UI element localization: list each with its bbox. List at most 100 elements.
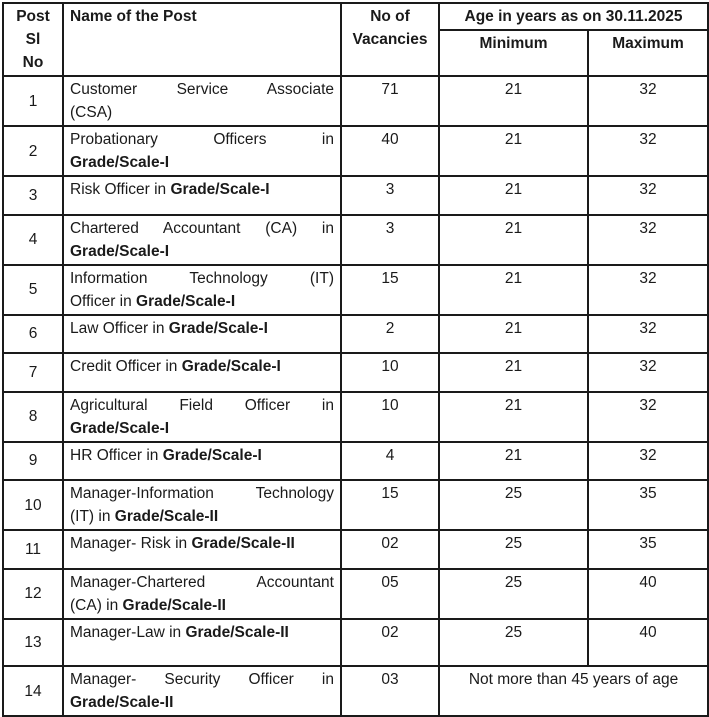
post-name-segment: Grade/Scale-I [136, 292, 236, 310]
header-minimum: Minimum [438, 29, 589, 77]
post-name-segment: Grade/Scale-I [168, 319, 268, 337]
post-name-segment: Law Officer in [70, 319, 169, 337]
vacancies-cell: 10 [340, 390, 440, 443]
post-name-segment: Grade/Scale-II [185, 623, 289, 641]
post-name-segment: (IT) in [70, 508, 115, 525]
post-name-segment: Grade/Scale-I [70, 154, 170, 171]
post-name-segment: Grade/Scale-II [122, 596, 226, 614]
post-name-line: Officer in Grade/Scale-I [70, 290, 334, 313]
header-name-of-post: Name of the Post [62, 2, 342, 77]
header-age-span: Age in years as on 30.11.2025 [438, 1, 709, 32]
header-post-sl-no-line: No [22, 54, 44, 71]
header-no-of-vacancies: No of Vacancies [340, 2, 440, 77]
post-name-segment: (CA) in [70, 596, 123, 614]
age-minimum-cell: 21 [438, 175, 589, 216]
post-name-line: Manager-Information Technology [70, 482, 334, 505]
age-minimum-cell: 21 [438, 352, 589, 393]
post-name-line: Probationary Officers in [70, 128, 334, 151]
post-name-cell: Manager-Chartered Accountant (CA) in Grad… [62, 567, 342, 620]
table-row: 7 Credit Officer in Grade/Scale-I 10 21 32 [2, 352, 709, 393]
age-maximum-cell: 32 [587, 352, 709, 393]
vacancies-cell: 3 [340, 213, 440, 266]
post-name-line: Customer Service Associate [70, 78, 334, 101]
post-sl-no-cell: 9 [2, 440, 64, 481]
header-row-1: Post Sl No Name of the Post No of Vacanc… [2, 1, 709, 77]
post-name-segment: Grade/Scale-II [191, 535, 295, 552]
post-name-segment: Information Technology (IT) [70, 269, 334, 287]
post-name-segment: Customer Service Associate [70, 81, 334, 98]
post-name-segment: Credit Officer in [70, 358, 182, 375]
age-minimum-cell: 21 [438, 75, 589, 127]
post-name-cell: Information Technology (IT) Officer in Gr… [62, 263, 342, 316]
post-name-segment: Manager-Chartered Accountant [70, 573, 334, 591]
age-maximum-cell: 32 [587, 125, 709, 177]
vacancies-cell: 4 [340, 440, 440, 481]
post-name-cell: Manager- Risk in Grade/Scale-II [62, 529, 342, 570]
header-vacancies-line: Vacancies [352, 31, 428, 48]
post-name-line: Law Officer in Grade/Scale-I [70, 317, 334, 340]
post-name-segment: Grade/Scale-I [181, 358, 281, 375]
post-name-line: Manager- Security Officer in [70, 668, 334, 691]
age-maximum-cell: 32 [587, 390, 709, 443]
table-row: 8 Agricultural Field Officer in Grade/Scal… [2, 390, 709, 443]
post-name-cell: Manager-Law in Grade/Scale-II [62, 617, 342, 667]
post-name-line: Manager- Risk in Grade/Scale-II [70, 532, 334, 555]
post-name-cell: Risk Officer in Grade/Scale-I [62, 175, 342, 216]
post-name-segment: Officer in [70, 292, 137, 310]
post-name-line: Risk Officer in Grade/Scale-I [70, 178, 334, 201]
post-name-cell: Credit Officer in Grade/Scale-I [62, 352, 342, 393]
table-row: 9 HR Officer in Grade/Scale-I 4 21 32 [2, 440, 709, 481]
post-name-line: Manager-Chartered Accountant [70, 571, 334, 594]
post-name-segment: Chartered Accountant (CA) in [70, 219, 334, 237]
post-name-segment: Grade/Scale-I [162, 446, 262, 464]
header-row-2: Minimum Maximum [3, 29, 709, 77]
post-name-line: Manager-Law in Grade/Scale-II [70, 621, 334, 644]
post-name-cell: HR Officer in Grade/Scale-I [62, 440, 342, 481]
post-sl-no-cell: 5 [2, 263, 64, 316]
post-sl-no-cell: 6 [2, 313, 64, 354]
vacancies-cell: 15 [340, 479, 440, 531]
age-minimum-cell: 21 [438, 125, 589, 177]
post-name-line: Information Technology (IT) [70, 267, 334, 290]
post-sl-no-cell: 13 [2, 617, 64, 667]
post-name-cell: Law Officer in Grade/Scale-I [62, 313, 342, 354]
age-minimum-cell: 21 [438, 390, 589, 443]
post-name-line: (IT) in Grade/Scale-II [70, 505, 334, 528]
age-minimum-cell: 21 [438, 440, 589, 481]
post-name-segment: Agricultural Field Officer in [70, 396, 334, 414]
post-sl-no-cell: 8 [2, 390, 64, 443]
post-name-line: Grade/Scale-II [70, 691, 334, 714]
table-row: 5 Information Technology (IT) Officer in G… [2, 263, 709, 316]
post-name-cell: Manager-Information Technology (IT) in Gr… [62, 479, 342, 531]
age-minimum-cell: 25 [438, 567, 589, 620]
table-row: 11 Manager- Risk in Grade/Scale-II 02 25 35 [2, 529, 709, 570]
vacancies-cell: 71 [340, 75, 440, 127]
header-post-sl-no-line: Sl [25, 31, 41, 48]
age-minimum-cell: 25 [438, 617, 589, 667]
age-maximum-cell: 32 [587, 263, 709, 316]
post-name-segment: HR Officer in [70, 446, 163, 464]
table-header: Post Sl No Name of the Post No of Vacanc… [2, 1, 709, 77]
age-minimum-cell: 21 [438, 313, 589, 354]
vacancies-cell: 03 [340, 665, 440, 717]
post-name-line: HR Officer in Grade/Scale-I [70, 444, 334, 467]
post-sl-no-cell: 7 [2, 352, 64, 393]
vacancies-cell: 15 [340, 263, 440, 316]
post-name-line: Chartered Accountant (CA) in [70, 217, 334, 240]
table-row: 10 Manager-Information Technology (IT) in … [2, 479, 709, 531]
post-name-cell: Manager- Security Officer in Grade/Scale-… [62, 665, 342, 717]
age-maximum-cell: 32 [587, 313, 709, 354]
vacancies-cell: 40 [340, 125, 440, 177]
table-row: 13 Manager-Law in Grade/Scale-II 02 25 40 [2, 617, 709, 667]
post-name-cell: Customer Service Associate (CSA) [62, 75, 342, 127]
post-sl-no-cell: 4 [2, 213, 64, 266]
vacancies-cell: 2 [340, 313, 440, 354]
post-name-segment: (CSA) [70, 104, 113, 121]
table-row: 12 Manager-Chartered Accountant (CA) in Gr… [2, 567, 709, 620]
age-maximum-cell: 32 [587, 175, 709, 216]
post-name-segment: Manager- Risk in [70, 535, 192, 552]
table-body: 1 Customer Service Associate (CSA) 71 21 32 2 P… [2, 75, 709, 717]
post-sl-no-cell: 1 [2, 75, 64, 127]
